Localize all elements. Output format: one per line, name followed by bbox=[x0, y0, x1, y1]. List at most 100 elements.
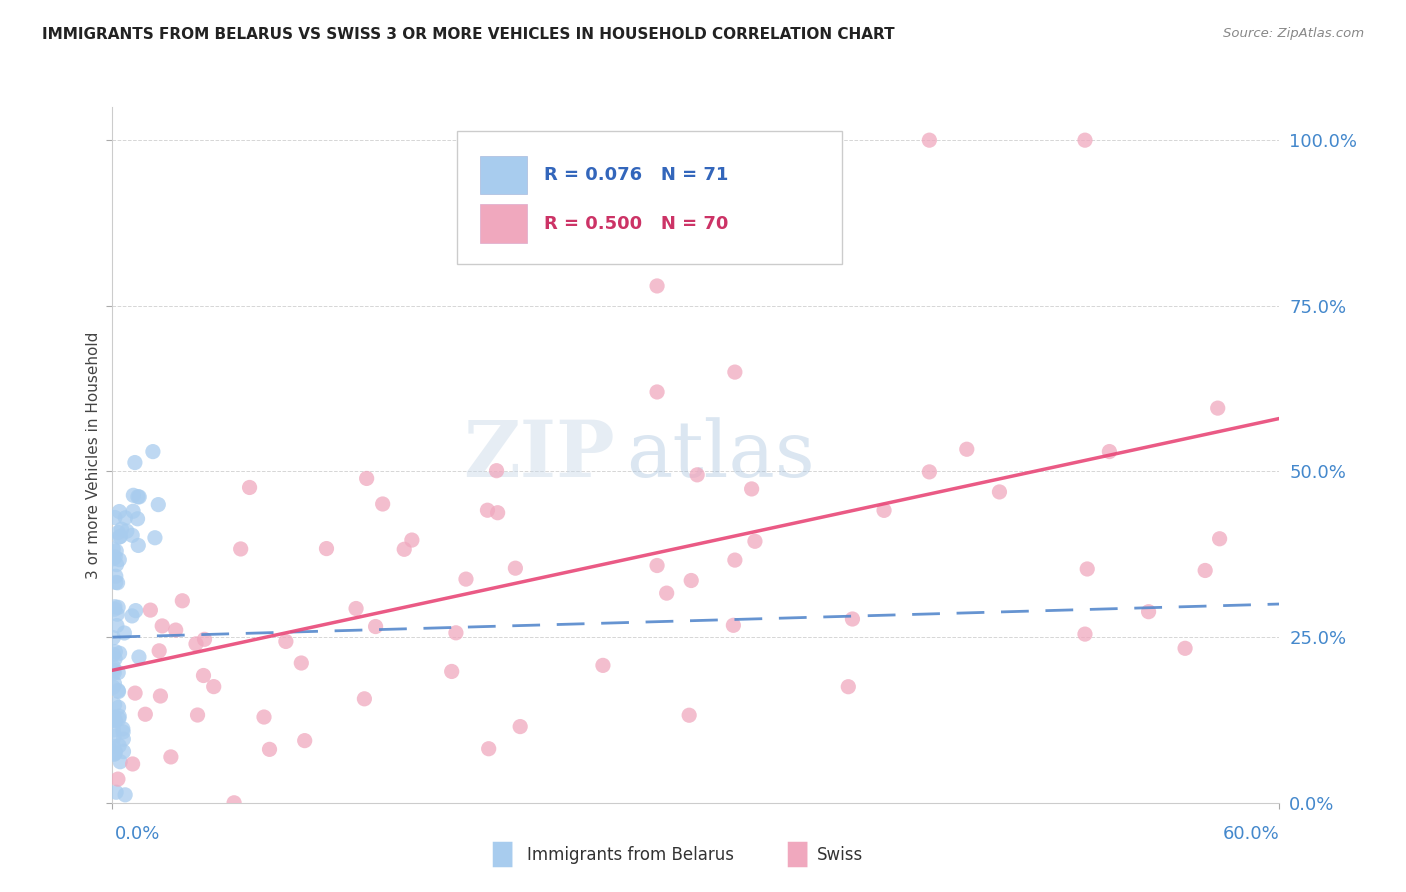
Point bbox=[723, 618, 745, 632]
Point bbox=[744, 534, 766, 549]
Text: Source: ZipAtlas.com: Source: ZipAtlas.com bbox=[1223, 27, 1364, 40]
Point bbox=[103, 723, 125, 737]
Point bbox=[104, 652, 127, 666]
Point bbox=[148, 498, 170, 512]
Point bbox=[105, 544, 128, 558]
Point bbox=[148, 644, 170, 658]
Bar bbox=[479, 156, 527, 194]
Text: █: █ bbox=[492, 842, 512, 867]
Point bbox=[122, 488, 145, 502]
Point bbox=[107, 683, 129, 698]
Point bbox=[1074, 133, 1097, 147]
Point bbox=[122, 504, 145, 518]
Point bbox=[444, 625, 467, 640]
Point bbox=[101, 552, 124, 566]
Point bbox=[165, 623, 187, 637]
Point bbox=[103, 660, 125, 674]
Point bbox=[103, 730, 125, 744]
Point bbox=[115, 524, 138, 538]
Point bbox=[229, 541, 252, 556]
Point bbox=[344, 601, 367, 615]
Point bbox=[724, 553, 747, 567]
Point bbox=[121, 528, 143, 542]
Point bbox=[486, 506, 509, 520]
Point bbox=[1074, 627, 1097, 641]
Text: ZIP: ZIP bbox=[463, 417, 614, 493]
Point bbox=[104, 698, 127, 712]
Point bbox=[127, 490, 149, 504]
Point bbox=[101, 739, 124, 754]
Text: IMMIGRANTS FROM BELARUS VS SWISS 3 OR MORE VEHICLES IN HOUSEHOLD CORRELATION CHA: IMMIGRANTS FROM BELARUS VS SWISS 3 OR MO… bbox=[42, 27, 894, 42]
Point bbox=[274, 634, 297, 648]
Point bbox=[645, 279, 668, 293]
Point bbox=[224, 796, 246, 810]
Point bbox=[124, 456, 146, 470]
Point bbox=[103, 602, 125, 616]
Point bbox=[103, 663, 125, 677]
Point bbox=[112, 732, 135, 747]
Point bbox=[104, 714, 127, 728]
Point bbox=[837, 680, 859, 694]
Point bbox=[686, 467, 709, 482]
Point bbox=[107, 600, 129, 615]
Point bbox=[202, 680, 225, 694]
Point bbox=[160, 750, 183, 764]
Text: R = 0.076   N = 71: R = 0.076 N = 71 bbox=[544, 166, 728, 185]
Point bbox=[104, 549, 127, 564]
Point bbox=[139, 603, 162, 617]
Point bbox=[108, 739, 131, 753]
Point bbox=[655, 586, 678, 600]
Point bbox=[841, 612, 863, 626]
Point bbox=[134, 707, 156, 722]
Point bbox=[103, 676, 125, 690]
Point bbox=[103, 747, 125, 762]
Point bbox=[681, 574, 703, 588]
Point bbox=[103, 631, 125, 645]
Point bbox=[392, 542, 416, 557]
Point bbox=[184, 637, 207, 651]
Point bbox=[1076, 562, 1098, 576]
Point bbox=[1208, 532, 1230, 546]
Point bbox=[1098, 444, 1121, 458]
Point bbox=[104, 510, 127, 524]
Point bbox=[356, 471, 378, 485]
Point bbox=[104, 645, 127, 659]
Point bbox=[477, 503, 499, 517]
Point bbox=[364, 619, 387, 633]
Point bbox=[294, 733, 316, 747]
Point bbox=[678, 708, 700, 723]
Point bbox=[143, 531, 166, 545]
Point bbox=[107, 575, 129, 590]
Point bbox=[150, 619, 173, 633]
Point bbox=[239, 480, 262, 494]
Point bbox=[401, 533, 423, 547]
Point bbox=[371, 497, 394, 511]
Point bbox=[112, 745, 135, 759]
FancyBboxPatch shape bbox=[457, 131, 842, 263]
Point bbox=[1137, 605, 1160, 619]
Point bbox=[103, 542, 125, 557]
Point bbox=[873, 503, 896, 517]
Point bbox=[1194, 564, 1216, 578]
Text: 60.0%: 60.0% bbox=[1223, 825, 1279, 843]
Point bbox=[127, 512, 149, 526]
Point bbox=[108, 709, 131, 723]
Point bbox=[505, 561, 527, 575]
Text: █: █ bbox=[787, 842, 807, 867]
Bar bbox=[479, 204, 527, 243]
Point bbox=[108, 530, 131, 544]
Point bbox=[124, 686, 146, 700]
Point bbox=[104, 746, 127, 760]
Point bbox=[353, 691, 375, 706]
Text: Swiss: Swiss bbox=[817, 846, 863, 863]
Point bbox=[107, 525, 129, 540]
Point bbox=[101, 680, 124, 694]
Point bbox=[186, 708, 208, 723]
Point bbox=[108, 712, 131, 726]
Point bbox=[108, 755, 131, 769]
Point bbox=[128, 490, 150, 504]
Point bbox=[478, 741, 501, 756]
Point bbox=[918, 465, 941, 479]
Point bbox=[104, 599, 127, 614]
Point bbox=[103, 665, 125, 680]
